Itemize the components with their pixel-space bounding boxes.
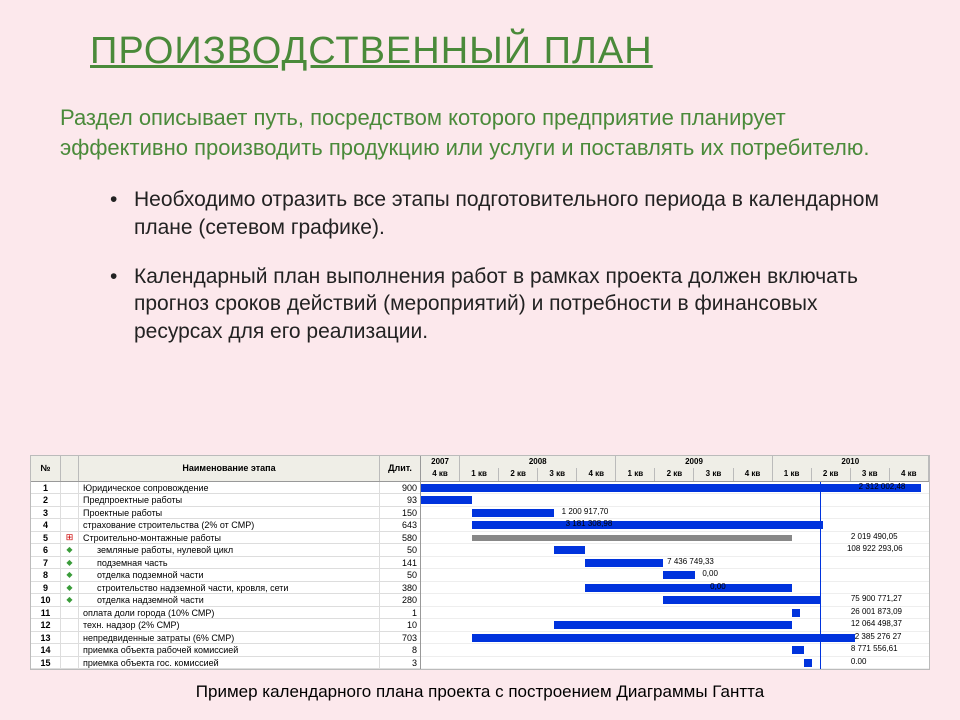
bar-row: 2 019 490,05	[421, 532, 929, 545]
gantt-bar	[421, 496, 472, 504]
gantt-bar	[472, 521, 824, 529]
gantt-caption: Пример календарного плана проекта с пост…	[0, 682, 960, 702]
quarter-header: 4 кв	[577, 468, 616, 480]
gantt-bar	[585, 559, 663, 567]
gantt-bar	[472, 634, 855, 642]
intro-text: Раздел описывает путь, посредством котор…	[60, 103, 900, 162]
table-row: 15приемка объекта гос. комиссией3	[31, 657, 420, 670]
table-row: 7◆подземная часть141	[31, 557, 420, 570]
quarter-header: 4 кв	[734, 468, 773, 480]
gantt-table: № Наименование этапа Длит. 1Юридическое …	[31, 456, 421, 669]
gantt-bar	[554, 546, 585, 554]
gantt-bar	[554, 621, 792, 629]
col-header-dur: Длит.	[380, 456, 420, 481]
quarter-header: 2 кв	[812, 468, 851, 480]
gantt-bar	[804, 659, 812, 667]
quarter-header: 1 кв	[773, 468, 812, 480]
gantt-bar	[792, 609, 800, 617]
bar-value-label: 2 312 002,48	[859, 482, 906, 491]
bar-row: 0.00	[421, 657, 929, 670]
bar-value-label: 2 019 490,05	[851, 532, 898, 541]
table-row: 8◆отделка подземной части50	[31, 569, 420, 582]
gantt-bar	[421, 484, 921, 492]
gantt-chart: № Наименование этапа Длит. 1Юридическое …	[30, 455, 930, 670]
bar-row: 7 436 749,33	[421, 557, 929, 570]
gantt-bar	[472, 535, 792, 541]
gantt-bar	[663, 596, 819, 604]
bar-value-label: 12 064 498,37	[851, 619, 902, 628]
year-header: 2008	[460, 456, 616, 468]
table-row: 4страхование строительства (2% от СМР)64…	[31, 519, 420, 532]
quarter-header: 2 кв	[655, 468, 694, 480]
table-row: 14приемка объекта рабочей комиссией8	[31, 644, 420, 657]
gantt-timeline: 2007200820092010 4 кв1 кв2 кв3 кв4 кв1 к…	[421, 456, 929, 669]
table-row: 6◆земляные работы, нулевой цикл50	[31, 544, 420, 557]
bar-value-label: 0.00	[851, 657, 867, 666]
bar-value-label: 0,00	[710, 582, 726, 591]
table-row: 10◆отделка надземной части280	[31, 594, 420, 607]
quarter-header: 3 кв	[694, 468, 733, 480]
bar-row: 108 922 293,06	[421, 544, 929, 557]
quarter-header: 3 кв	[851, 468, 890, 480]
table-row: 9◆строительство надземной части, кровля,…	[31, 582, 420, 595]
quarter-header: 2 кв	[499, 468, 538, 480]
bar-value-label: 75 900 771,27	[851, 594, 902, 603]
bar-value-label: 2 385 276 27	[855, 632, 902, 641]
table-row: 3Проектные работы150	[31, 507, 420, 520]
bar-row: 12 064 498,37	[421, 619, 929, 632]
bar-row: 0,00	[421, 582, 929, 595]
bar-row: 3 181 308,98	[421, 519, 929, 532]
quarter-header: 1 кв	[460, 468, 499, 480]
col-header-icon	[61, 456, 79, 481]
table-row: 5⊞Строительно-монтажные работы580	[31, 532, 420, 545]
gantt-table-body: 1Юридическое сопровождение9002Предпроект…	[31, 482, 420, 670]
quarter-header: 1 кв	[616, 468, 655, 480]
bar-value-label: 1 200 917,70	[562, 507, 609, 516]
quarter-header: 4 кв	[421, 468, 460, 480]
bar-row: 0,00	[421, 569, 929, 582]
bar-row: 1 200 917,70	[421, 507, 929, 520]
table-row: 11оплата доли города (10% СМР)1	[31, 607, 420, 620]
bar-row: 2 385 276 27	[421, 632, 929, 645]
table-row: 2Предпроектные работы93	[31, 494, 420, 507]
quarter-header: 3 кв	[538, 468, 577, 480]
quarter-header: 4 кв	[890, 468, 929, 480]
gantt-bar	[585, 584, 792, 592]
bar-row: 75 900 771,27	[421, 594, 929, 607]
bullet-item: Календарный план выполнения работ в рамк…	[110, 263, 890, 345]
bar-row: 26 001 873,09	[421, 607, 929, 620]
year-header: 2007	[421, 456, 460, 468]
gantt-bars-area: 2 312 002,48 1 200 917,70 3 181 308,98 2 01…	[421, 482, 929, 670]
gantt-bar	[663, 571, 694, 579]
bullet-item: Необходимо отразить все этапы подготовит…	[110, 186, 890, 241]
bullet-list: Необходимо отразить все этапы подготовит…	[110, 186, 890, 344]
gantt-timeline-header: 2007200820092010 4 кв1 кв2 кв3 кв4 кв1 к…	[421, 456, 929, 482]
bar-value-label: 7 436 749,33	[667, 557, 714, 566]
bar-row: 2 312 002,48	[421, 482, 929, 495]
gantt-bar	[792, 646, 804, 654]
bar-value-label: 0,00	[702, 569, 718, 578]
col-header-name: Наименование этапа	[79, 456, 380, 481]
gantt-vline	[820, 482, 821, 670]
table-row: 1Юридическое сопровождение900	[31, 482, 420, 495]
bar-value-label: 8 771 556,61	[851, 644, 898, 653]
table-row: 12техн. надзор (2% СМР)10	[31, 619, 420, 632]
col-header-num: №	[31, 456, 61, 481]
year-header: 2009	[616, 456, 772, 468]
gantt-table-header: № Наименование этапа Длит.	[31, 456, 420, 482]
bar-value-label: 108 922 293,06	[847, 544, 903, 553]
page-title: ПРОИЗВОДСТВЕННЫЙ ПЛАН	[90, 30, 910, 73]
year-header: 2010	[773, 456, 929, 468]
bar-value-label: 3 181 308,98	[566, 519, 613, 528]
bar-row	[421, 494, 929, 507]
gantt-bar	[472, 509, 554, 517]
bar-row: 8 771 556,61	[421, 644, 929, 657]
bar-value-label: 26 001 873,09	[851, 607, 902, 616]
table-row: 13непредвиденные затраты (6% СМР)703	[31, 632, 420, 645]
